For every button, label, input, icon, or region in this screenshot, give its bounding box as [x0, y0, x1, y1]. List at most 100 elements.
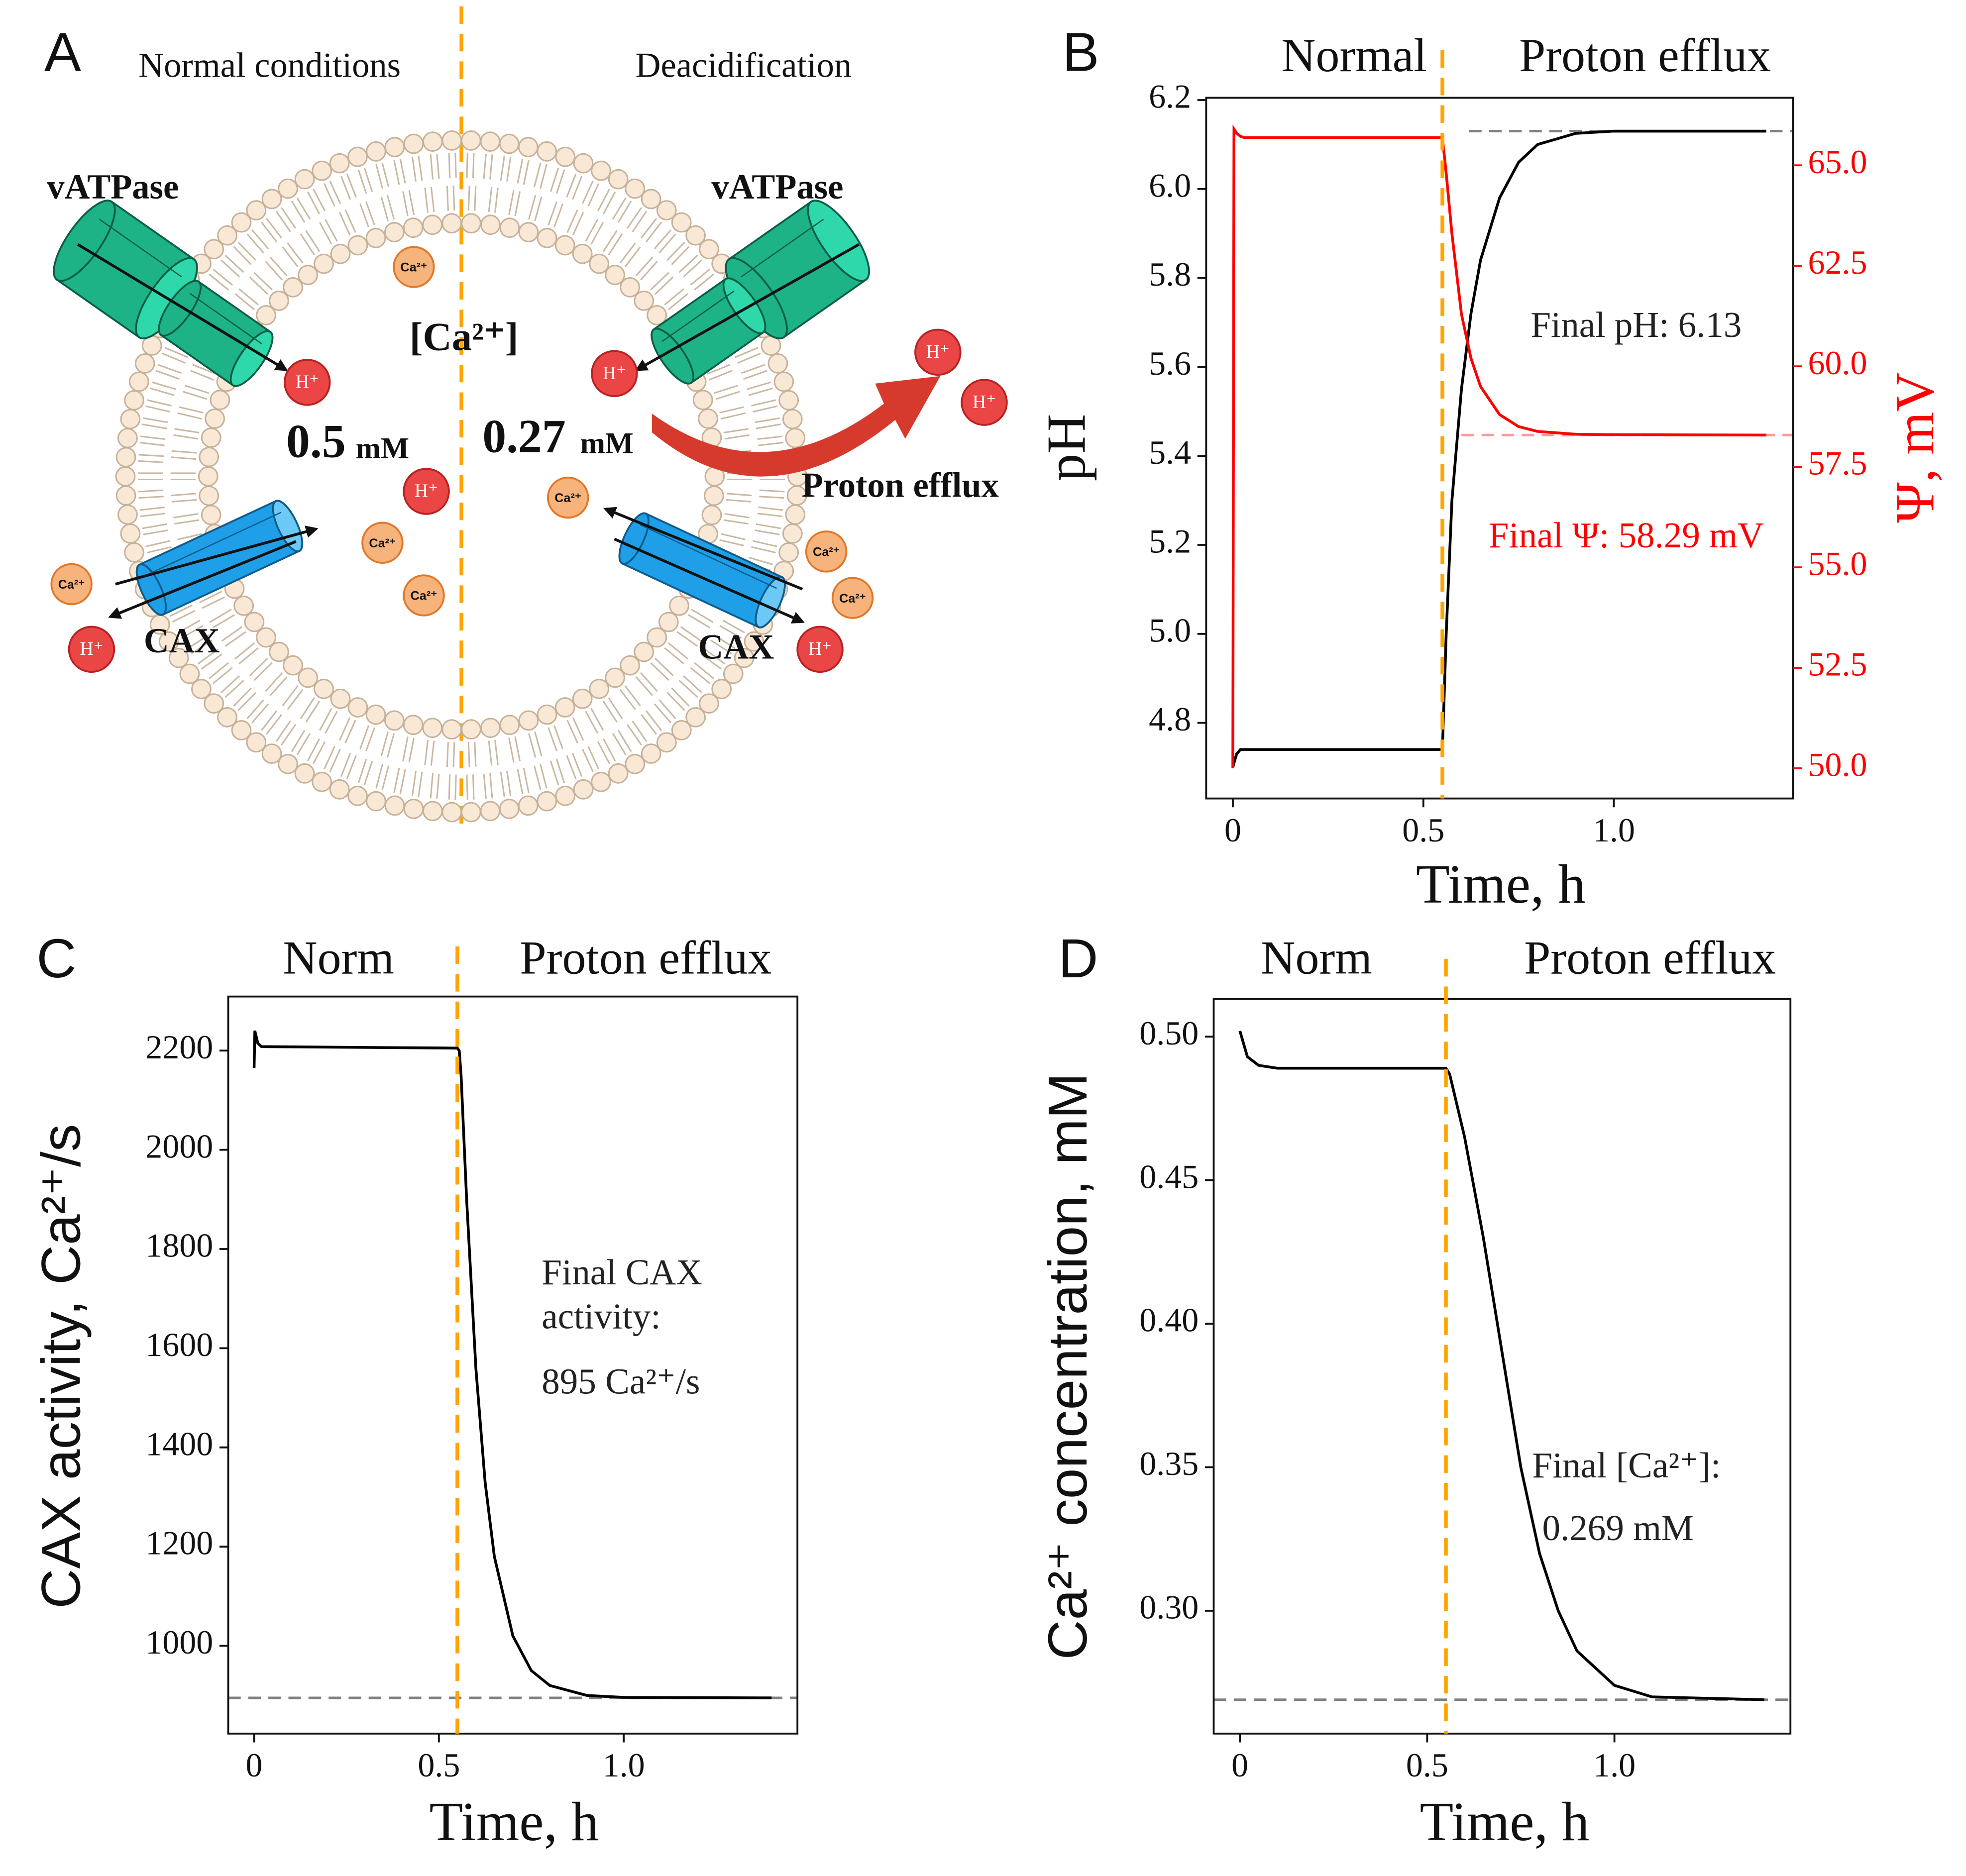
lipid-tail	[748, 387, 773, 396]
lipid-tail	[380, 731, 389, 756]
lipid-head	[656, 200, 677, 221]
lipid-head	[422, 801, 443, 822]
lipid-tail	[313, 741, 326, 764]
calcium-label: Ca²⁺	[411, 589, 437, 603]
lipid-tail	[533, 162, 542, 188]
lipid-tail	[209, 273, 229, 291]
proton	[961, 379, 1008, 426]
lipid-head	[330, 243, 351, 264]
lipid-tail	[488, 187, 493, 212]
lipid-head	[128, 371, 149, 392]
y-tick-label: 1200	[145, 1524, 213, 1562]
lipid-tail	[171, 499, 197, 503]
lipid-tail	[572, 717, 584, 741]
lipid-tail	[212, 268, 233, 286]
lipid-tail	[654, 229, 672, 250]
lipid-head	[537, 791, 557, 812]
lipid-head	[441, 130, 462, 151]
lipid-tail	[612, 733, 627, 755]
lipid-head	[312, 160, 332, 181]
lipid-head	[256, 305, 276, 325]
lipid-tail	[534, 196, 543, 221]
proton	[796, 625, 844, 673]
y-tick-label: 5.8	[1149, 255, 1191, 293]
lipid-tail	[411, 771, 417, 796]
lipid-head	[641, 743, 661, 764]
lipid-tail	[139, 441, 165, 446]
lipid-tail	[619, 689, 636, 710]
cylinder-ridge	[661, 290, 735, 342]
lipid-tail	[253, 272, 273, 291]
lipid-tail	[209, 662, 229, 679]
lipid-tail	[528, 195, 537, 220]
y-tick-label: 5.2	[1149, 522, 1191, 560]
lipid-tail	[572, 211, 584, 236]
lipid-tail	[602, 230, 618, 252]
lipid-tail	[365, 201, 375, 226]
lipid-head	[554, 235, 575, 256]
lipid-tail	[147, 399, 172, 407]
lipid-head	[785, 427, 806, 448]
lipid-tail	[300, 233, 315, 256]
lipid-tail	[540, 164, 547, 189]
proton-label: H⁺	[296, 371, 319, 392]
lipid-tail	[671, 246, 690, 265]
concentration-unit: mM	[356, 432, 409, 465]
lipid-tail	[603, 191, 616, 214]
lipid-tail	[187, 634, 210, 649]
calcium-ion	[50, 563, 93, 606]
lipid-tail	[758, 506, 783, 511]
lipid-head	[115, 466, 136, 487]
lipid-head	[620, 655, 641, 676]
lipid-tail	[138, 496, 164, 499]
lipid-head	[199, 485, 219, 506]
lipid-tail	[329, 180, 341, 204]
lipid-tail	[650, 272, 669, 291]
x-tick-label: 1.0	[1593, 811, 1635, 849]
lipid-tail	[178, 620, 201, 633]
lipid-tail	[597, 188, 611, 211]
lipid-head	[734, 647, 755, 668]
lipid-tail	[246, 233, 264, 254]
lipid-head	[329, 153, 350, 174]
lipid-tail	[145, 405, 171, 413]
condition-title: Deacidification	[636, 46, 852, 85]
x-tick-label: 0	[1231, 1746, 1248, 1784]
lipid-tail	[246, 699, 264, 720]
lipid-tail	[655, 276, 674, 295]
lipid-head	[120, 409, 141, 429]
lipid-tail	[305, 701, 321, 723]
lipid-head	[347, 697, 368, 718]
lipid-tail	[253, 662, 273, 681]
lipid-tail	[489, 773, 493, 799]
lipid-tail	[424, 739, 429, 765]
lipid-tail	[307, 191, 321, 214]
lipid-head	[537, 704, 557, 725]
exchanger-label: CAX	[144, 622, 220, 660]
lipid-tail	[233, 687, 252, 707]
lipid-tail	[234, 642, 255, 660]
lipid-tail	[346, 173, 357, 198]
lipid-tail	[164, 347, 188, 358]
lipid-tail	[365, 727, 375, 751]
lipid-head	[625, 178, 646, 199]
lipid-tail	[291, 730, 306, 752]
lipid-head	[782, 523, 803, 544]
lipid-tail	[500, 772, 505, 797]
lipid-head	[403, 217, 424, 238]
lipid-tail	[177, 533, 202, 540]
lipid-tail	[668, 642, 688, 660]
lipid-tail	[185, 385, 210, 394]
lipid-head	[572, 243, 593, 264]
panel-letter: C	[36, 928, 76, 989]
lipid-tail	[307, 738, 321, 761]
annotation: 0.269 mM	[1542, 1508, 1693, 1548]
lipid-tail	[275, 720, 291, 742]
lipid-tail	[658, 233, 676, 254]
x-tick-label: 1.0	[1593, 1746, 1636, 1784]
lipid-tail	[140, 513, 166, 518]
lipid-tail	[408, 737, 415, 763]
y2-tick-label: 52.5	[1808, 645, 1867, 683]
annotation: Final pH: 6.13	[1530, 305, 1742, 345]
lipid-tail	[174, 519, 200, 525]
